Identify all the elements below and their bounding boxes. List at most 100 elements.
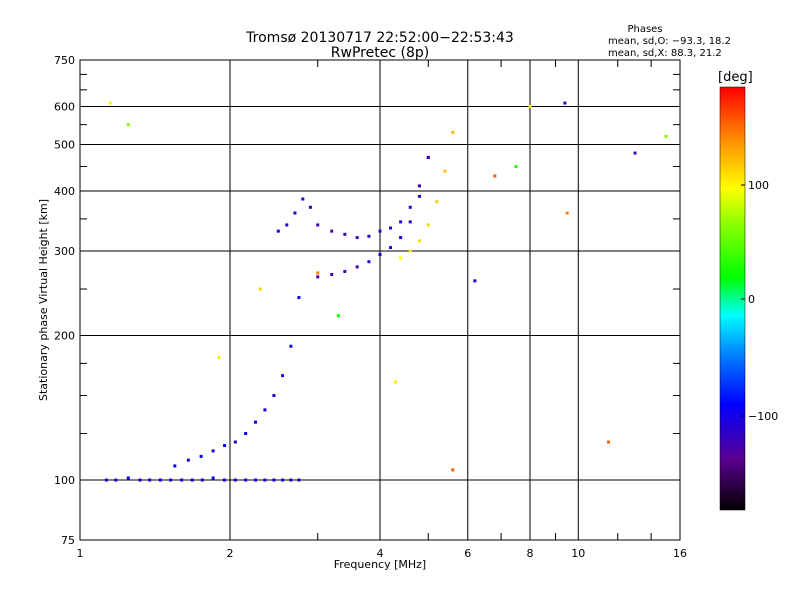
data-point	[389, 226, 393, 230]
y-tick-label: 500	[54, 139, 75, 152]
data-point	[199, 454, 203, 458]
y-tick-label: 750	[54, 54, 75, 67]
data-point	[330, 229, 334, 233]
data-point	[223, 444, 227, 448]
data-point	[443, 169, 447, 173]
phase-stats-x: mean, sd,X: 88.3, 21.2	[608, 48, 722, 59]
data-point	[173, 464, 177, 468]
phase-stats-o: mean, sd,O: −93.3, 18.2	[608, 36, 731, 47]
y-tick-label: 600	[54, 101, 75, 114]
x-tick-label: 2	[227, 547, 234, 560]
data-points	[104, 101, 668, 482]
data-point	[563, 101, 567, 105]
x-tick-label: 6	[464, 547, 471, 560]
y-axis-label: Stationary phase Virtual Height [km]	[37, 199, 50, 401]
x-tick-label: 8	[527, 547, 534, 560]
data-point	[272, 394, 276, 398]
data-point	[108, 101, 112, 105]
data-point	[114, 478, 118, 482]
data-point	[258, 287, 262, 291]
data-point	[355, 265, 359, 269]
x-tick-label: 1	[77, 547, 84, 560]
data-point	[399, 220, 403, 224]
data-point	[297, 296, 301, 300]
data-point	[367, 260, 371, 264]
data-point	[330, 273, 334, 277]
data-point	[316, 223, 320, 227]
data-point	[451, 130, 455, 134]
data-point	[180, 478, 184, 482]
axis-ticks: 1 2 4 6 8 10 16 75 100 200 300 400 500 600 750	[54, 54, 687, 560]
data-point	[607, 440, 611, 444]
data-point	[408, 205, 412, 209]
data-point	[389, 246, 393, 250]
data-point	[158, 478, 162, 482]
data-point	[293, 211, 297, 215]
data-point	[451, 468, 455, 472]
data-point	[308, 205, 312, 209]
data-point	[394, 380, 398, 384]
data-point	[316, 271, 320, 275]
data-point	[343, 232, 347, 236]
data-point	[417, 194, 421, 198]
data-point	[514, 164, 518, 168]
data-point	[426, 155, 430, 159]
data-point	[281, 374, 285, 378]
data-point	[281, 478, 285, 482]
data-point	[408, 249, 412, 253]
data-point	[126, 476, 130, 480]
data-point	[289, 344, 293, 348]
x-tick-label: 16	[673, 547, 687, 560]
data-point	[301, 197, 305, 201]
x-tick-label: 4	[377, 547, 384, 560]
data-point	[190, 478, 194, 482]
data-point	[200, 478, 204, 482]
data-point	[664, 134, 668, 138]
data-point	[211, 476, 215, 480]
data-point	[399, 256, 403, 260]
data-point	[378, 229, 382, 233]
data-point	[435, 200, 439, 204]
data-point	[285, 223, 289, 227]
data-point	[233, 478, 237, 482]
y-tick-label: 400	[54, 185, 75, 198]
data-point	[276, 229, 280, 233]
data-point	[148, 478, 152, 482]
data-point	[263, 478, 267, 482]
data-point	[316, 275, 320, 279]
data-point	[408, 220, 412, 224]
data-point	[633, 151, 637, 155]
y-tick-label: 75	[61, 534, 75, 547]
colorbar-tick-label: 0	[748, 293, 755, 306]
y-tick-label: 200	[54, 330, 75, 343]
data-point	[417, 239, 421, 243]
data-point	[473, 279, 477, 283]
data-point	[186, 458, 190, 462]
data-point	[253, 478, 257, 482]
data-point	[244, 432, 248, 436]
grid-lines	[80, 60, 680, 540]
data-point	[378, 253, 382, 257]
data-point	[565, 211, 569, 215]
y-tick-label: 100	[54, 474, 75, 487]
colorbar	[719, 86, 746, 511]
data-point	[217, 355, 221, 359]
data-point	[297, 478, 301, 482]
x-tick-label: 10	[571, 547, 585, 560]
data-point	[169, 478, 173, 482]
data-point	[223, 478, 227, 482]
data-point	[528, 105, 532, 109]
data-point	[417, 184, 421, 188]
y-tick-label: 300	[54, 245, 75, 258]
chart-subtitle: RwPretec (8p)	[331, 45, 429, 61]
data-point	[493, 174, 497, 178]
data-point	[253, 420, 257, 424]
chart-title: Tromsø 20130717 22:52:00−22:53:43	[245, 30, 514, 46]
colorbar-tick-label: −100	[748, 410, 778, 423]
data-point	[426, 223, 430, 227]
data-point	[233, 440, 237, 444]
data-point	[336, 314, 340, 318]
data-point	[138, 478, 142, 482]
data-point	[211, 449, 215, 453]
